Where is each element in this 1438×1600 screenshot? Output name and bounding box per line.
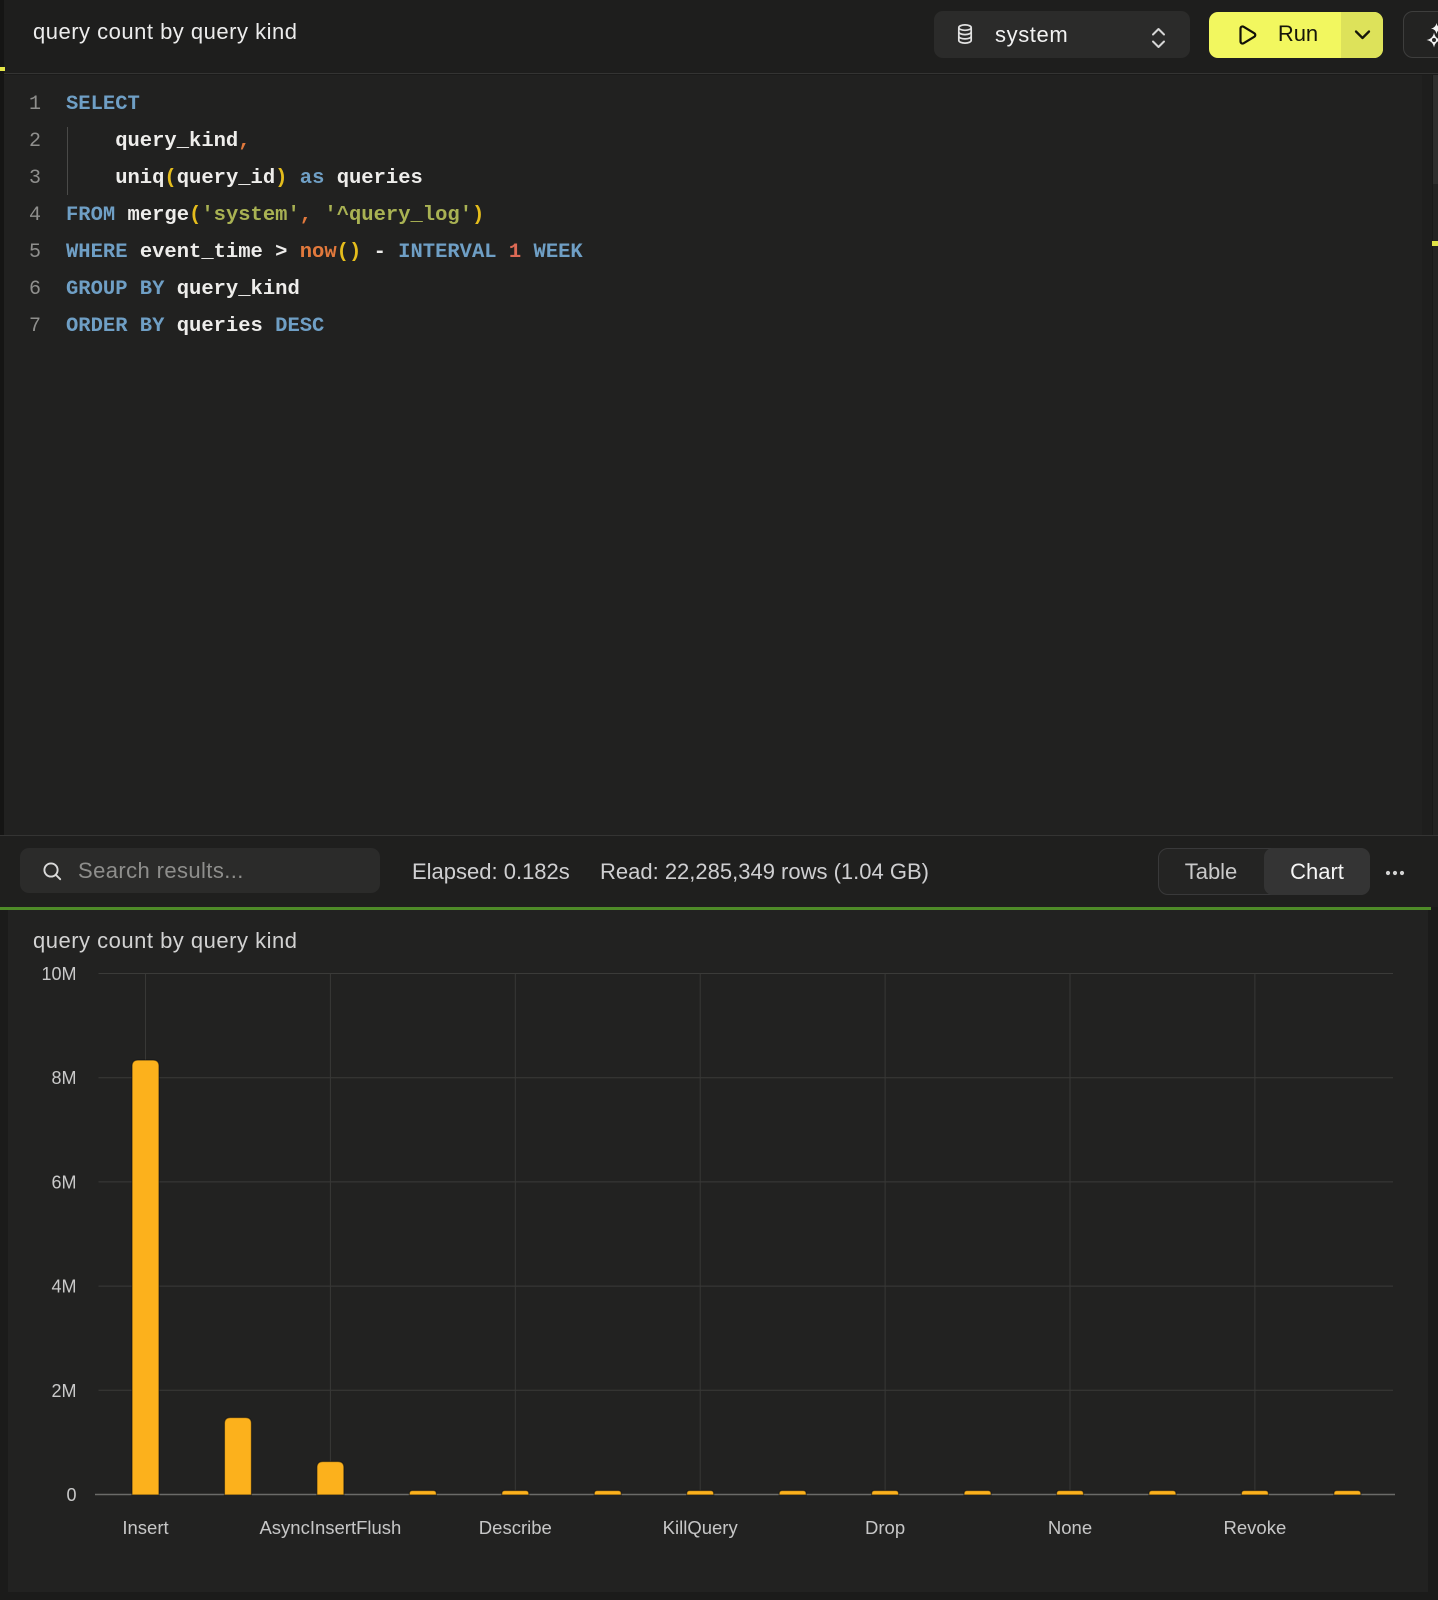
svg-text:Describe: Describe [479, 1517, 552, 1538]
svg-text:8M: 8M [51, 1068, 76, 1088]
svg-text:AsyncInsertFlush: AsyncInsertFlush [259, 1517, 401, 1538]
svg-text:None: None [1048, 1517, 1092, 1538]
svg-text:Drop: Drop [865, 1517, 905, 1538]
svg-text:Insert: Insert [122, 1517, 168, 1538]
svg-text:4M: 4M [51, 1277, 76, 1297]
svg-text:10M: 10M [41, 964, 76, 984]
svg-text:Revoke: Revoke [1224, 1517, 1287, 1538]
svg-text:2M: 2M [51, 1381, 76, 1401]
svg-text:0: 0 [66, 1485, 76, 1505]
svg-text:6M: 6M [51, 1172, 76, 1192]
svg-text:KillQuery: KillQuery [663, 1517, 739, 1538]
